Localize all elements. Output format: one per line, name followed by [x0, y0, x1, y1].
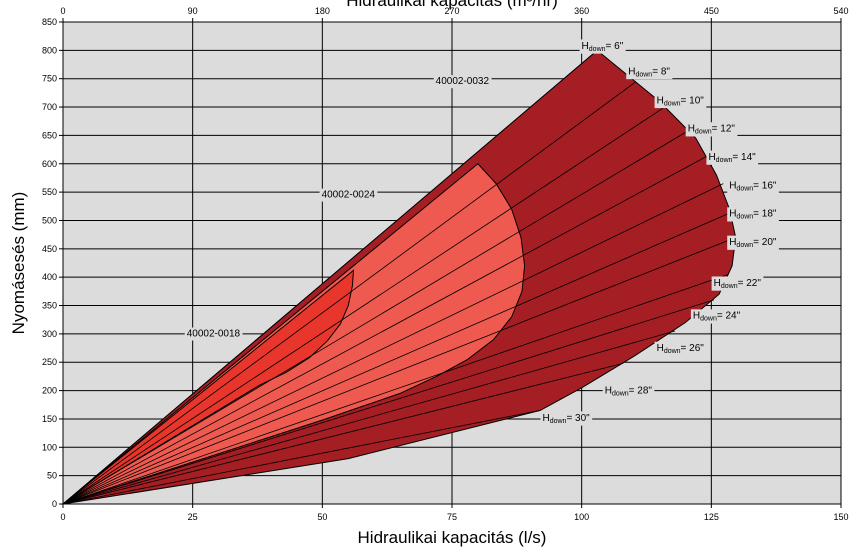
hdown-line [62, 237, 736, 505]
annotation-label: Hdown= 6" [582, 40, 624, 52]
annotation-label: Hdown= 12" [688, 123, 736, 135]
y-tick-label: 750 [42, 74, 57, 84]
x2-tick-label: 180 [315, 6, 330, 16]
y-tick-label: 850 [42, 17, 57, 27]
y-tick-label: 650 [42, 130, 57, 140]
annotations: 40002-0018 40002-0024 40002-0032 Hdown= 6" H… [184, 39, 779, 426]
y-tick-label: 50 [47, 471, 57, 481]
annotation-background [654, 341, 707, 356]
y-tick-label: 400 [42, 272, 57, 282]
y-tick-label: 150 [42, 414, 57, 424]
y-tick-label: 700 [42, 102, 57, 112]
annotation-label: 40002-0032 [436, 76, 490, 87]
annotation-background [727, 207, 779, 222]
x2-tick-label: 540 [833, 6, 848, 16]
hdown-line [62, 362, 624, 505]
annotation-label: Hdown= 22" [714, 277, 762, 289]
y-tick-label: 300 [42, 329, 57, 339]
annotation-background [711, 276, 764, 291]
x2-tick-label: 360 [574, 6, 589, 16]
hdown-line [62, 154, 709, 505]
y-tick-label: 600 [42, 159, 57, 169]
y-tick-label: 350 [42, 301, 57, 311]
y-tick-label: 450 [42, 244, 57, 254]
x2-tick-label: 270 [444, 6, 459, 16]
hdown-line [62, 106, 665, 505]
y-tick-label: 500 [42, 215, 57, 225]
y-tick-label: 0 [52, 499, 57, 509]
y-tick-label: 250 [42, 357, 57, 367]
annotation-background [685, 122, 738, 137]
hdown-line [62, 410, 541, 505]
annotation-label: Hdown= 10" [657, 95, 705, 107]
annotation-background [727, 178, 779, 194]
annotation-background [727, 235, 779, 250]
annotation-label: Hdown= 20" [729, 237, 777, 249]
annotation-background [602, 384, 655, 399]
x-tick-label: 50 [317, 512, 327, 522]
annotation-background [706, 150, 759, 165]
annotation-label: Hdown= 18" [729, 208, 777, 220]
y-tick-label: 100 [42, 442, 57, 452]
x2-tick-label: 90 [188, 6, 198, 16]
annotation-background [319, 188, 378, 202]
annotation-label: 40002-0024 [322, 190, 376, 201]
annotation-background [579, 39, 626, 54]
annotation-background [433, 75, 492, 89]
y-tick-label: 200 [42, 386, 57, 396]
annotation-label: Hdown= 28" [605, 385, 653, 397]
hdown-line [62, 183, 724, 505]
x-tick-label: 125 [704, 512, 719, 522]
annotation-background [626, 64, 673, 80]
annotation-label: Hdown= 16" [729, 180, 777, 192]
annotation-label: Hdown= 26" [657, 343, 705, 355]
annotation-background [184, 327, 243, 341]
x-tick-label: 0 [60, 512, 65, 522]
annotation-label: Hdown= 30" [542, 412, 590, 424]
hdown-line [62, 130, 689, 505]
hdown-line [62, 273, 729, 505]
hdown-line [62, 211, 733, 505]
annotation-label: Hdown= 8" [628, 66, 670, 78]
x2-tick-label: 0 [60, 6, 65, 16]
x-tick-label: 25 [188, 512, 198, 522]
hdown-lines [62, 50, 736, 505]
tick-labels: 0 25 50 75 100 125 150 0 50 100 150 200 250 300 350 400… [42, 6, 849, 522]
annotation-label: 40002-0018 [187, 329, 241, 340]
x2-axis-title: Hidraulikai kapacitás (m³/hr) [346, 0, 558, 10]
annotation-background [690, 309, 743, 324]
annotation-background [540, 411, 593, 426]
x-tick-label: 100 [574, 512, 589, 522]
y-tick-label: 550 [42, 187, 57, 197]
annotation-label: Hdown= 14" [708, 152, 756, 164]
y-tick-label: 800 [42, 45, 57, 55]
x-axis-title: Hidraulikai kapacitás (l/s) [358, 528, 547, 547]
hdown-line [62, 81, 637, 505]
annotation-label: Hdown= 24" [693, 310, 741, 322]
hdown-line [62, 50, 598, 505]
x-tick-label: 150 [833, 512, 848, 522]
annotation-background [654, 93, 707, 109]
x-tick-label: 75 [447, 512, 457, 522]
hdown-line [62, 299, 715, 505]
x2-tick-label: 450 [704, 6, 719, 16]
hdown-line [62, 330, 676, 505]
y-axis-title: Nyomásesés (mm) [9, 192, 28, 335]
